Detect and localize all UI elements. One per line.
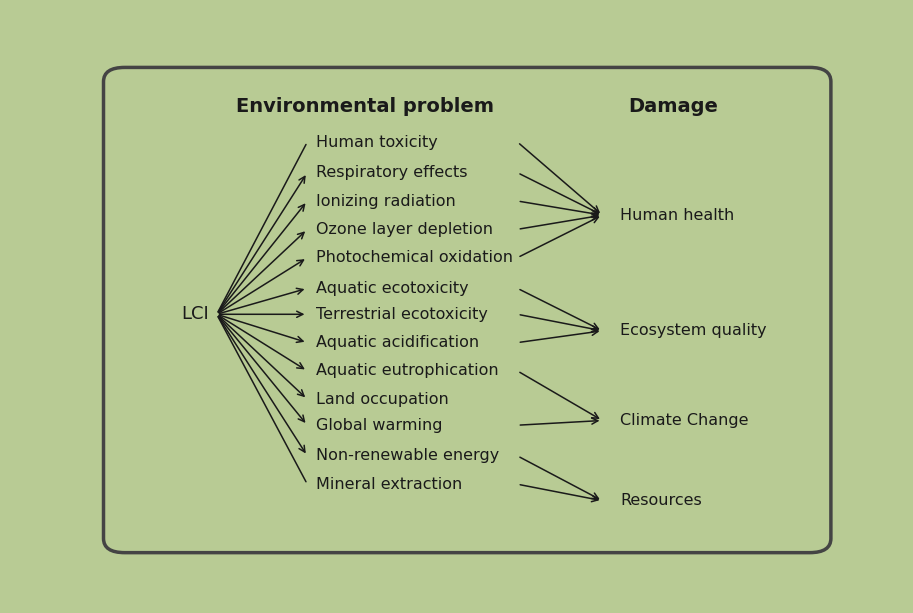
Text: Respiratory effects: Respiratory effects — [316, 165, 467, 180]
Text: Environmental problem: Environmental problem — [236, 97, 494, 116]
Text: Resources: Resources — [620, 493, 702, 508]
Text: Global warming: Global warming — [316, 417, 442, 433]
Text: Terrestrial ecotoxicity: Terrestrial ecotoxicity — [316, 306, 488, 322]
Text: Photochemical oxidation: Photochemical oxidation — [316, 250, 513, 265]
Text: Aquatic ecotoxicity: Aquatic ecotoxicity — [316, 281, 468, 296]
Text: Ionizing radiation: Ionizing radiation — [316, 194, 456, 208]
Text: Human health: Human health — [620, 208, 734, 223]
Text: Human toxicity: Human toxicity — [316, 134, 437, 150]
Text: LCI: LCI — [182, 305, 209, 323]
Text: Ozone layer depletion: Ozone layer depletion — [316, 222, 493, 237]
Text: Land occupation: Land occupation — [316, 392, 448, 407]
Text: Damage: Damage — [628, 97, 718, 116]
Text: Ecosystem quality: Ecosystem quality — [620, 323, 767, 338]
Text: Aquatic acidification: Aquatic acidification — [316, 335, 479, 350]
Text: Non-renewable energy: Non-renewable energy — [316, 448, 499, 463]
Text: Aquatic eutrophication: Aquatic eutrophication — [316, 364, 498, 378]
FancyBboxPatch shape — [103, 67, 831, 553]
Text: Climate Change: Climate Change — [620, 413, 749, 428]
Text: Mineral extraction: Mineral extraction — [316, 477, 462, 492]
